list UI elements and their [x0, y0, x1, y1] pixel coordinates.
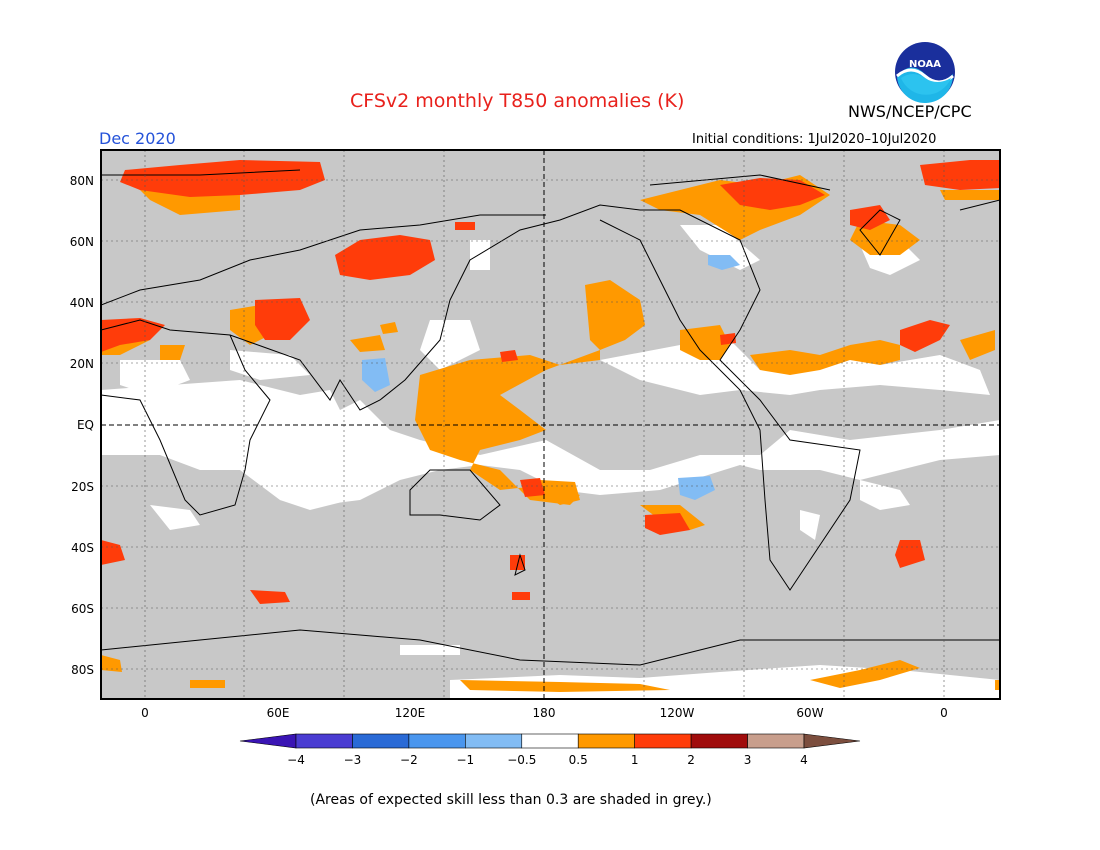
colorbar-label: 3 [744, 753, 752, 767]
noaa-logo: NOAA [895, 42, 955, 104]
colorbar-label: −4 [287, 753, 305, 767]
lon-label: 60W [796, 706, 823, 720]
colorbar-label: 2 [687, 753, 695, 767]
lon-label: 180 [533, 706, 556, 720]
coastlines [101, 169, 1000, 666]
strong-warm-anomaly-regions [101, 160, 1000, 604]
colorbar-label: 0.5 [569, 753, 588, 767]
colorbar-label: −0.5 [507, 753, 536, 767]
lat-label: 20S [71, 480, 94, 494]
colorbar-segment [521, 733, 579, 749]
lon-label: 120W [660, 706, 695, 720]
colorbar-segment [408, 733, 466, 749]
grid-lines [101, 150, 1000, 699]
valid-month-label: Dec 2020 [99, 129, 176, 148]
colorbar-label: −1 [456, 753, 474, 767]
colorbar-segment [634, 733, 692, 749]
lon-label: 120E [395, 706, 426, 720]
lon-label: 0 [940, 706, 948, 720]
map-frame [100, 149, 1001, 700]
colorbar-segment [577, 733, 635, 749]
colorbar-arrow-low [239, 733, 297, 749]
latitude-labels: 80N 60N 40N 20N EQ 20S 40S 60S 80S [70, 174, 94, 677]
lat-label: 60S [71, 602, 94, 616]
colorbar-segment [295, 733, 353, 749]
lat-label: 80N [70, 174, 94, 188]
cool-anomaly-regions [362, 255, 740, 500]
logo-text: NOAA [909, 59, 941, 70]
organization-label: NWS/NCEP/CPC [848, 102, 972, 121]
colorbar-segment [690, 733, 748, 749]
lat-label: 40N [70, 296, 94, 310]
lat-label: 40S [71, 541, 94, 555]
colorbar-label: −2 [400, 753, 418, 767]
colorbar-arrow-high [803, 733, 861, 749]
equator-dateline [101, 150, 1000, 699]
map-title: CFSv2 monthly T850 anomalies (K) [350, 90, 685, 112]
colorbar-label: 4 [800, 753, 808, 767]
lat-label: 80S [71, 663, 94, 677]
colorbar-segment [465, 733, 523, 749]
footnote: (Areas of expected skill less than 0.3 a… [310, 792, 712, 808]
lon-label: 0 [141, 706, 149, 720]
lat-label: 20N [70, 357, 94, 371]
colorbar-label: −3 [344, 753, 362, 767]
lat-label: 60N [70, 235, 94, 249]
colorbar-segment [747, 733, 805, 749]
initial-conditions-label: Initial conditions: 1Jul2020–10Jul2020 [692, 132, 937, 147]
longitude-labels: 0 60E 120E 180 120W 60W 0 [141, 706, 948, 720]
lon-label: 60E [267, 706, 290, 720]
colorbar-segment [352, 733, 410, 749]
colorbar-label: 1 [631, 753, 639, 767]
lat-label: EQ [77, 418, 94, 432]
